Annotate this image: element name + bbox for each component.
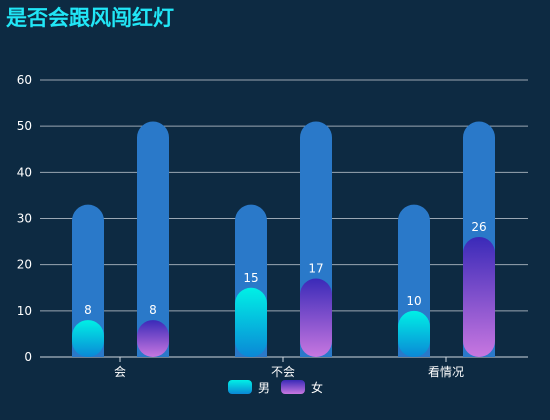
bars-layer: 8 8 15 17 10 26 (72, 121, 495, 357)
legend-swatch (228, 380, 252, 394)
data-label: 26 (471, 220, 486, 234)
y-tick-label: 60 (17, 73, 32, 87)
bar-track-female (137, 121, 169, 357)
bar-female (300, 278, 332, 357)
legend: 男女 (228, 380, 323, 395)
y-tick-label: 40 (17, 165, 32, 179)
x-tick-label: 会 (114, 365, 126, 379)
y-tick-label: 20 (17, 258, 32, 272)
grid-layer: 0 10 20 30 40 50 60 (17, 73, 528, 364)
x-tick-label: 不会 (271, 365, 295, 379)
legend-swatch (281, 380, 305, 394)
data-label: 8 (149, 303, 157, 317)
y-tick-label: 30 (17, 212, 32, 226)
data-label: 17 (308, 262, 323, 276)
bar-male (235, 287, 267, 357)
bar-female (463, 236, 495, 357)
data-label: 8 (84, 303, 92, 317)
legend-label: 女 (311, 380, 323, 395)
data-label: 10 (406, 294, 421, 308)
data-label: 15 (243, 271, 258, 285)
bar-track-male (72, 204, 104, 357)
x-tick-label: 看情况 (428, 365, 464, 379)
x-axis: 会 不会 看情况 (114, 357, 464, 379)
chart-title: 是否会跟风闯红灯 (6, 6, 174, 30)
y-tick-label: 10 (17, 304, 32, 318)
legend-label: 男 (258, 381, 270, 395)
y-tick-label: 0 (24, 350, 32, 364)
bar-female (137, 320, 169, 357)
y-tick-label: 50 (17, 119, 32, 133)
bar-male (398, 310, 430, 357)
bar-male (72, 320, 104, 357)
